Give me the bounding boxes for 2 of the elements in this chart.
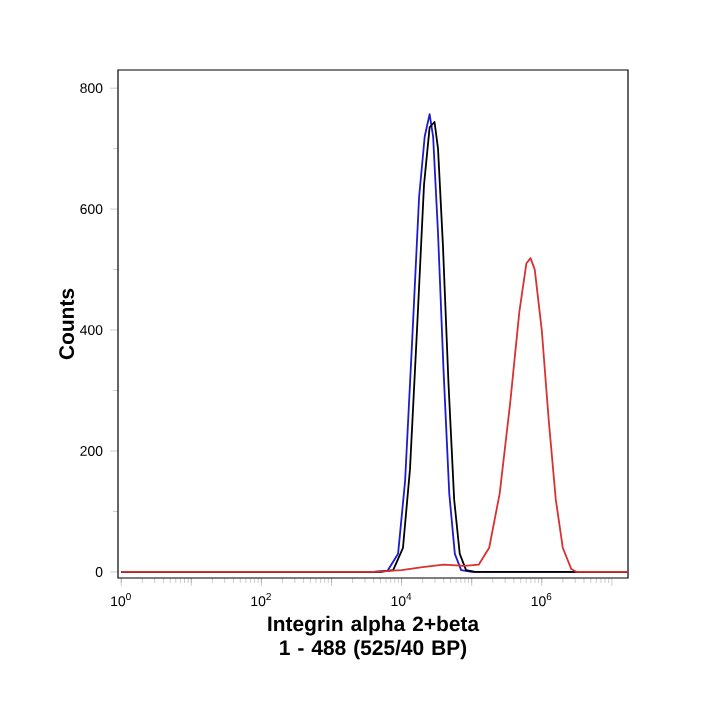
x-axis-title: Integrin alpha 2+beta 1 - 488 (525/40 BP) bbox=[268, 615, 480, 660]
y-axis-title: Counts bbox=[59, 288, 75, 360]
